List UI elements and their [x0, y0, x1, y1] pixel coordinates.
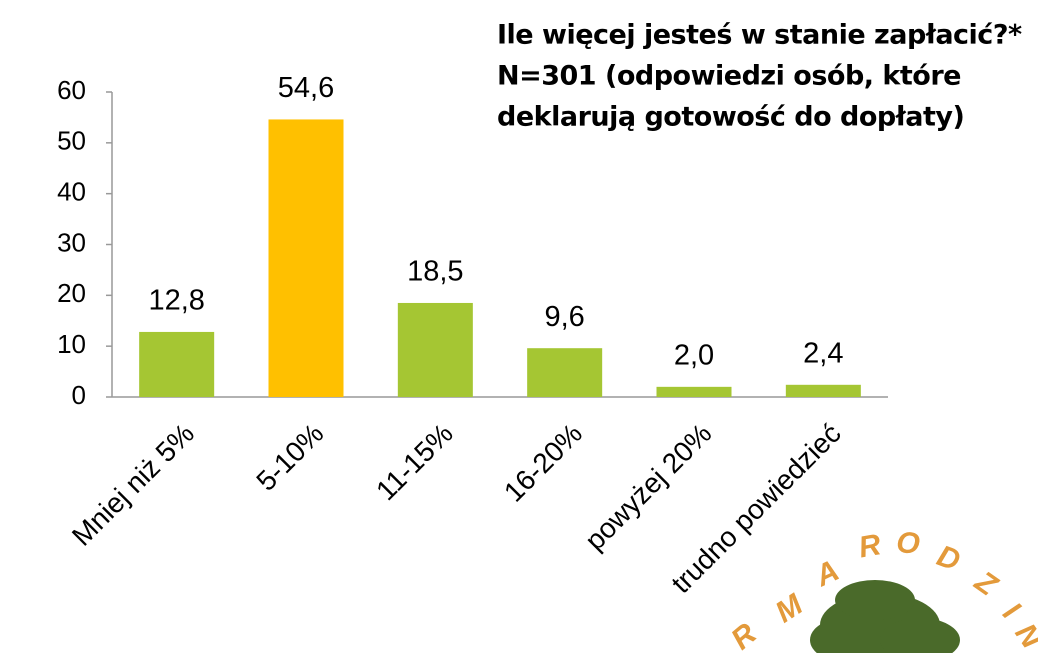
y-tick-label: 60: [57, 75, 86, 105]
logo-letter: M: [770, 587, 810, 629]
y-tick-label: 20: [57, 278, 86, 308]
logo-letter: N: [1009, 618, 1038, 653]
chart-title: Ile więcej jesteś w stanie zapłacić?*: [497, 20, 1022, 51]
x-tick-label: 16-20%: [498, 418, 588, 508]
data-label: 18,5: [407, 256, 463, 288]
logo-letter: I: [996, 596, 1026, 626]
x-tick-label: 5-10%: [250, 418, 329, 497]
chart-title: deklarują gotowość do dopłaty): [497, 102, 964, 133]
bar: [785, 384, 861, 397]
y-tick-label: 30: [57, 227, 86, 257]
y-tick-label: 0: [72, 380, 86, 410]
logo-letter: R: [725, 617, 763, 653]
logo-letter: O: [895, 526, 921, 561]
y-tick-label: 40: [57, 177, 86, 207]
x-tick-label: powyżej 20%: [579, 418, 718, 557]
logo-letter: R: [856, 528, 883, 564]
logo-letter: Z: [968, 564, 1004, 603]
data-label: 2,0: [674, 339, 714, 371]
data-label: 12,8: [148, 285, 204, 317]
bar: [656, 386, 732, 397]
logo-letter: D: [933, 539, 965, 577]
y-tick-label: 10: [57, 329, 86, 359]
bar: [268, 119, 344, 397]
bar: [139, 331, 215, 397]
data-label: 54,6: [278, 72, 334, 104]
x-tick-label: Mniej niż 5%: [66, 418, 200, 552]
data-label: 2,4: [803, 337, 843, 369]
x-tick-label: 11-15%: [370, 418, 459, 507]
logo-letter: A: [810, 554, 844, 593]
logo-tree: [810, 580, 960, 653]
y-tick-label: 50: [57, 126, 86, 156]
data-label: 9,6: [545, 301, 585, 333]
chart-title: N=301 (odpowiedzi osób, które: [497, 61, 961, 92]
bar: [527, 348, 603, 397]
bar: [397, 302, 473, 397]
